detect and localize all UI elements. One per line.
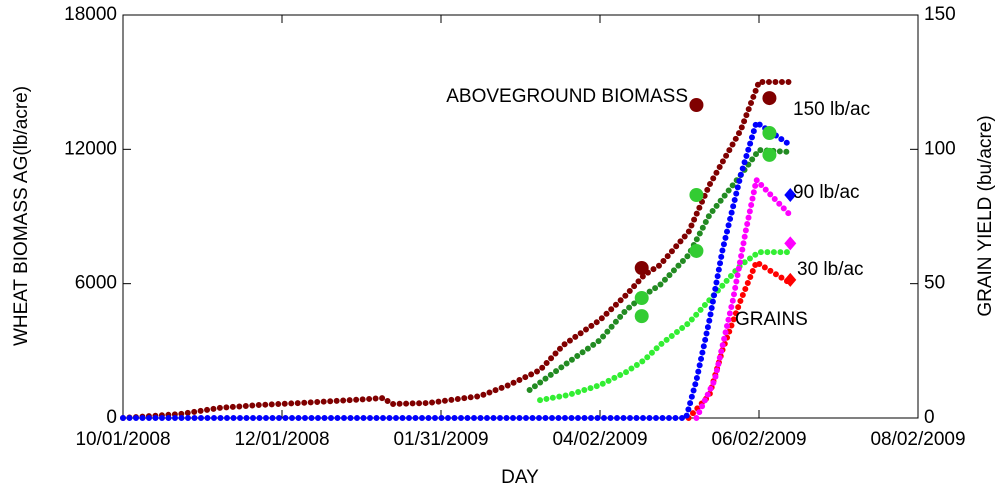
x-tick-label: 01/31/2009 (393, 429, 488, 450)
simulated-line (120, 78, 794, 421)
y2-tick-label: 100 (924, 138, 956, 159)
observed-point (784, 188, 797, 203)
y-tick-label: 6000 (75, 273, 117, 294)
observed-point (634, 290, 649, 305)
simulated-line (537, 249, 794, 404)
annotation: ABOVEGROUND BIOMASS (446, 86, 688, 107)
x-tick-label: 06/02/2009 (711, 429, 806, 450)
simulated-line (120, 117, 794, 421)
x-tick-label: 04/02/2009 (552, 429, 647, 450)
observed-point (784, 236, 797, 251)
x-tick-label: 10/01/2008 (75, 429, 170, 450)
observed-point (634, 309, 649, 324)
y-tick-label: 12000 (64, 138, 117, 159)
y2-tick-label: 0 (924, 407, 935, 428)
observed-point (784, 272, 797, 287)
simulated-line (526, 146, 794, 394)
annotation: 90 lb/ac (793, 182, 860, 203)
x-tick-label: 12/01/2008 (234, 429, 329, 450)
x-axis-label: DAY (501, 467, 539, 488)
y2-tick-label: 50 (924, 273, 945, 294)
observed-point (689, 243, 704, 258)
observed-point (762, 147, 777, 162)
simulated-line (693, 173, 794, 421)
y-axis-label: WHEAT BIOMASS AG(lb/acre) (11, 86, 32, 346)
observed-point (634, 260, 649, 275)
y-tick-label: 0 (106, 407, 117, 428)
x-tick-label: 08/02/2009 (870, 429, 965, 450)
y-tick-label: 18000 (64, 4, 117, 25)
annotation: 30 lb/ac (797, 259, 864, 280)
annotation: 150 lb/ac (793, 99, 870, 120)
observed-point (762, 91, 777, 106)
observed-point (689, 188, 704, 203)
observed-point (689, 98, 704, 113)
y2-axis-label: GRAIN YIELD (bu/acre) (975, 115, 996, 316)
plot-frame (122, 14, 919, 419)
annotation: GRAINS (735, 309, 808, 330)
y2-tick-label: 150 (924, 4, 956, 25)
observed-point (762, 125, 777, 140)
